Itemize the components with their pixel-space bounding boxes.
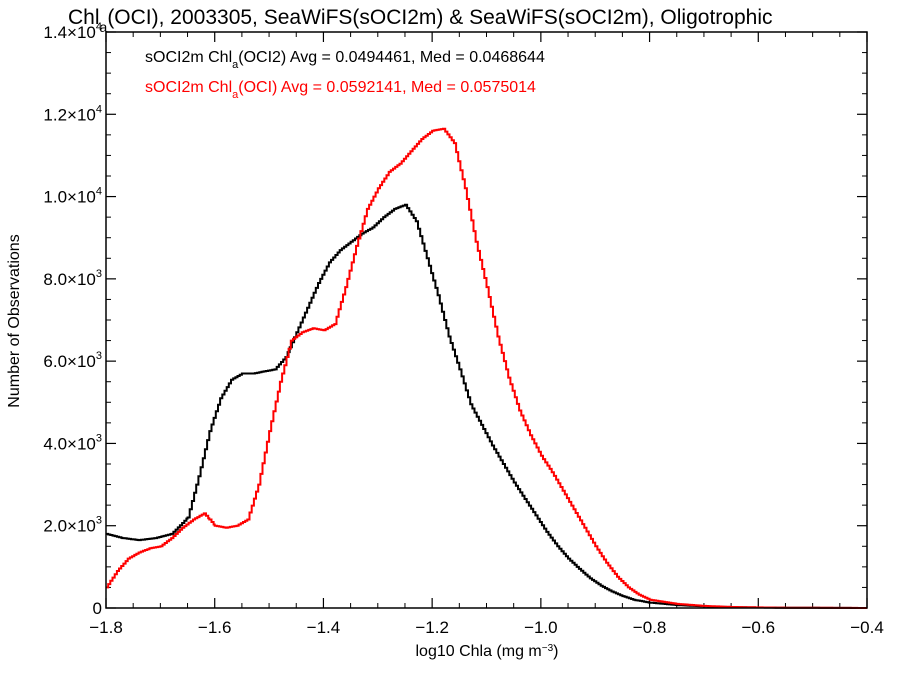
x-tick-label: −1.4 (307, 618, 341, 637)
title-subscript: a (100, 19, 108, 35)
title-suffix: (OCI), 2003305, SeaWiFS(sOCI2m) & SeaWiF… (107, 6, 772, 29)
x-tick-label: −1.0 (524, 618, 558, 637)
legend-entry-subscript: a (232, 89, 239, 101)
tick-layer: −1.8 −1.6 −1.4 −1.2 −1.0 −0.8 −0.6 −0.4 0 2.0×103… (43, 21, 883, 637)
x-axis-label: log10 Chla (mg m−3) (415, 643, 558, 661)
x-tick-label: −1.6 (198, 618, 232, 637)
series-layer (106, 127, 867, 609)
title-prefix: Chl (68, 6, 100, 29)
y-tick-label: 0 (93, 599, 102, 618)
x-tick-label: −0.4 (850, 618, 884, 637)
x-tick-label: −0.8 (633, 618, 667, 637)
y-tick-label: 6.0×103 (43, 350, 102, 371)
y-tick-label: 4.0×103 (43, 432, 102, 453)
y-tick-label: 1.0×104 (43, 186, 102, 207)
y-axis-label: Number of Observations (6, 234, 23, 407)
x-tick-label: −1.8 (89, 618, 123, 637)
y-tick-label: 1.2×104 (43, 103, 102, 124)
series-oci2-line (106, 203, 867, 609)
series-oci-line (106, 127, 867, 609)
x-axis-label-suffix: ) (553, 643, 558, 660)
legend-entry-ocI2: sOCI2m Chla(OCI2) Avg = 0.0494461, Med =… (145, 49, 545, 71)
x-tick-label: −0.6 (742, 618, 776, 637)
legend-entry-subscript: a (232, 59, 239, 71)
chart-title: Chla(OCI), 2003305, SeaWiFS(sOCI2m) & Se… (68, 6, 772, 35)
x-tick-label: −1.2 (415, 618, 449, 637)
legend-entry-suffix: (OCI2) Avg = 0.0494461, Med = 0.0468644 (238, 49, 545, 66)
y-tick-label: 8.0×103 (43, 268, 102, 289)
legend-entry-suffix: (OCI) Avg = 0.0592141, Med = 0.0575014 (238, 79, 536, 96)
y-tick-label: 1.4×104 (43, 21, 102, 42)
y-tick-label: 2.0×103 (43, 515, 102, 536)
legend-entry-prefix: sOCI2m Chl (145, 79, 232, 96)
x-axis-label-superscript: −3 (542, 643, 554, 654)
plot-frame (105, 31, 868, 609)
legend-entry-prefix: sOCI2m Chl (145, 49, 232, 66)
legend-entry-oci: sOCI2m Chla(OCI) Avg = 0.0592141, Med = … (145, 79, 536, 101)
x-axis-label-prefix: log10 Chla (mg m (415, 643, 541, 660)
